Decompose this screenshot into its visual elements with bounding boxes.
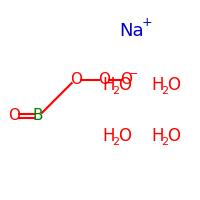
Text: 2: 2 [112,86,120,96]
Text: O: O [118,127,131,145]
Text: 2: 2 [112,137,120,147]
Text: O: O [98,72,110,88]
Text: O: O [8,108,20,123]
Text: O: O [167,76,180,94]
Text: H: H [102,76,114,94]
Text: O: O [167,127,180,145]
Text: 2: 2 [161,137,169,147]
Text: +: + [142,17,153,29]
Text: H: H [102,127,114,145]
Text: B: B [33,108,43,123]
Text: O: O [70,72,82,88]
Text: 2: 2 [161,86,169,96]
Text: Na: Na [119,22,144,40]
Text: −: − [129,69,138,79]
Text: O: O [118,76,131,94]
Text: H: H [151,127,164,145]
Text: H: H [151,76,164,94]
Text: O: O [120,72,132,88]
